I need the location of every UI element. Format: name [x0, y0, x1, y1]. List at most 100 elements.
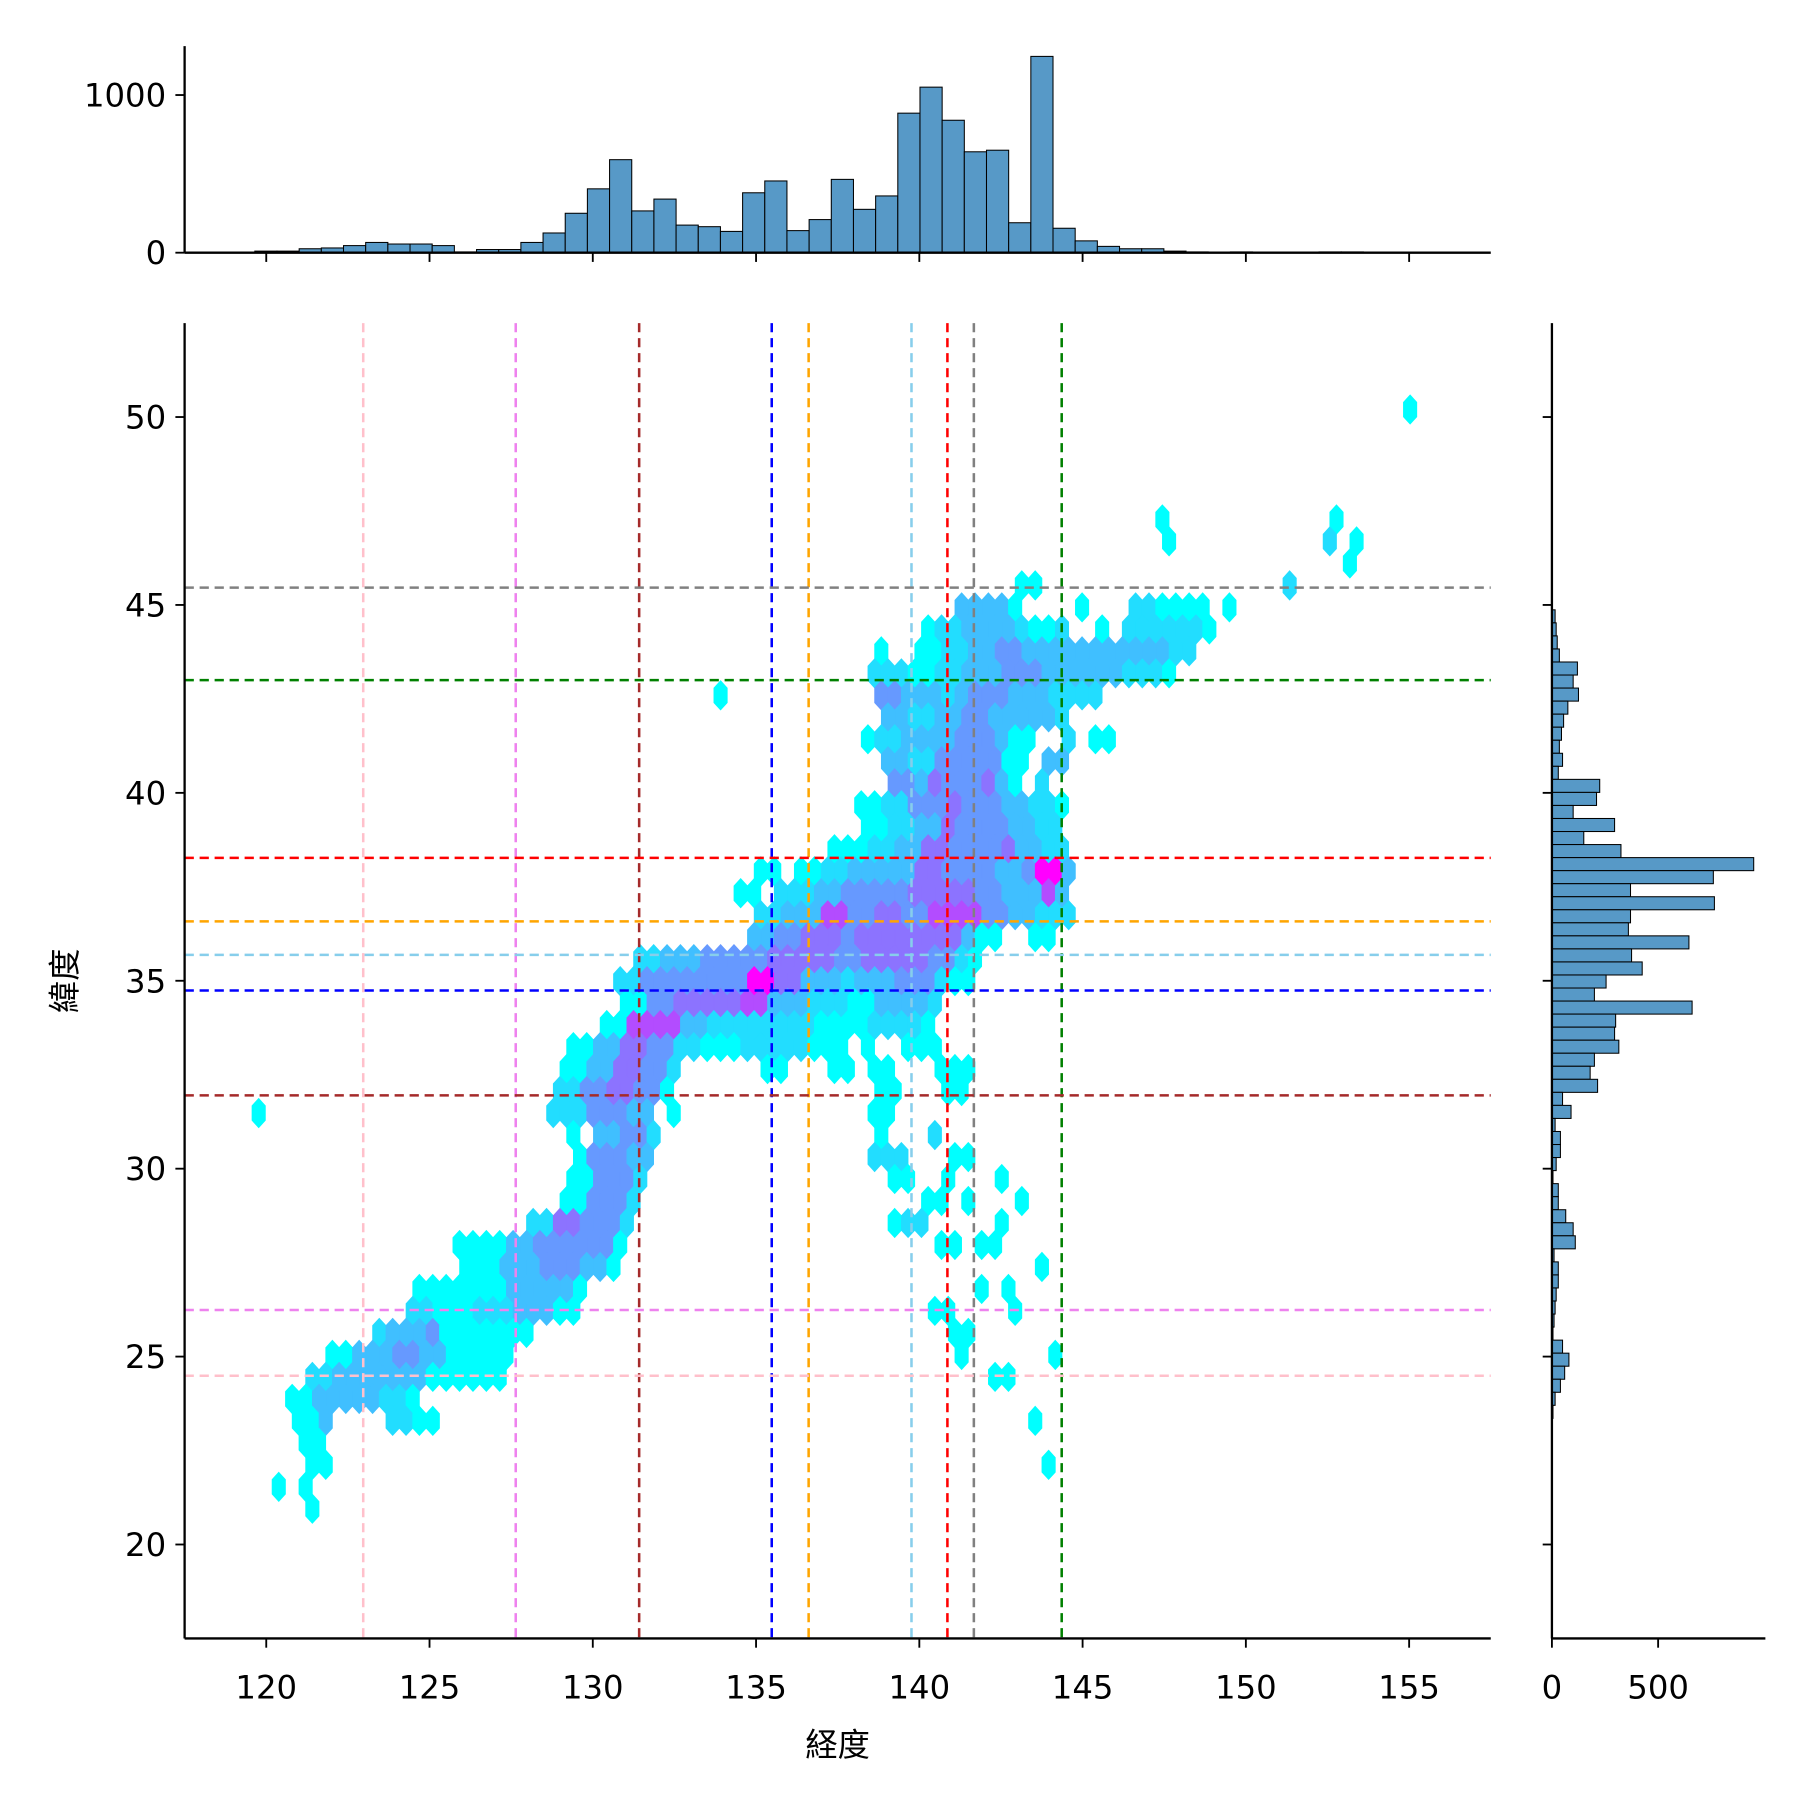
right-x-tick-label: 0	[1542, 1668, 1563, 1706]
hex-cell	[1182, 636, 1197, 667]
right-hist-bar	[1551, 1091, 1564, 1106]
hex-cell	[1162, 526, 1177, 557]
right-x-tick-label: 500	[1627, 1668, 1689, 1706]
hex-cell	[1028, 570, 1043, 601]
hex-cell	[1028, 1405, 1043, 1437]
hex-cell	[606, 1251, 621, 1283]
hex-cell	[887, 1207, 902, 1239]
right-hist-bar	[1551, 909, 1632, 924]
y-tick-label: 40	[125, 774, 166, 812]
top-hist-bar	[697, 226, 721, 254]
hex-cell	[1041, 1449, 1056, 1480]
right-hist-bar	[1551, 896, 1715, 911]
hex-cell	[947, 1229, 962, 1261]
right-hist-bar	[1551, 883, 1632, 898]
top-hist-bar	[897, 112, 921, 254]
hex-cell	[1034, 1251, 1049, 1283]
right-hist-bar	[1551, 687, 1579, 702]
top-hist-bar	[542, 232, 566, 254]
right-histogram	[1551, 609, 1755, 1432]
hex-cell	[927, 1119, 942, 1151]
top-hist-bar	[764, 180, 788, 254]
x-tick-label: 150	[1215, 1668, 1277, 1706]
x-tick-label: 145	[1052, 1668, 1114, 1706]
right-hist-bar	[1551, 857, 1755, 872]
hex-cell	[974, 1229, 989, 1261]
y-tick-label: 20	[125, 1526, 166, 1564]
right-hist-bar	[1551, 922, 1629, 937]
right-hist-bar	[1551, 1222, 1574, 1237]
top-hist-bar	[941, 119, 965, 254]
right-hist-bar	[1551, 831, 1585, 846]
right-hist-bar	[1551, 987, 1595, 1002]
right-hist-bar	[1551, 1352, 1570, 1367]
top-hist-bar	[830, 178, 854, 254]
axes: 120 125 130 135 140 145 150 1552025303540455001…	[84, 46, 1766, 1706]
x-tick-label: 120	[235, 1668, 297, 1706]
top-hist-bar	[919, 86, 943, 254]
hex-cell	[914, 1207, 929, 1239]
right-hist-bar	[1551, 1052, 1595, 1067]
right-hist-bar	[1551, 752, 1564, 767]
hex-cell	[994, 1163, 1009, 1195]
right-hist-bar	[1551, 1235, 1576, 1250]
hex-cell	[954, 1075, 969, 1107]
right-hist-bar	[1551, 778, 1601, 793]
hex-cell	[954, 1339, 969, 1371]
hex-cell	[901, 1207, 916, 1239]
hex-cell	[1342, 548, 1357, 579]
hex-cell	[773, 1053, 788, 1085]
hex-cell	[1014, 1185, 1029, 1217]
right-hist-bar	[1551, 1339, 1564, 1354]
hex-cell	[988, 921, 1003, 953]
right-hist-bar	[1551, 844, 1622, 859]
right-hist-bar	[1551, 1365, 1566, 1380]
top-hist-bar	[963, 151, 988, 254]
x-axis-label: 経度	[805, 1726, 870, 1764]
hex-cell	[251, 1097, 266, 1129]
hex-cell	[840, 1053, 855, 1085]
top-hist-bar	[520, 241, 544, 254]
x-tick-label: 130	[562, 1668, 624, 1706]
right-hist-bar	[1551, 1104, 1572, 1119]
hex-cell	[305, 1493, 320, 1524]
right-hist-bar	[1551, 1130, 1561, 1146]
top-y-tick-label: 1000	[84, 77, 166, 115]
right-hist-bar	[1551, 700, 1569, 715]
hex-cell	[1048, 1339, 1063, 1371]
right-hist-bar	[1551, 1378, 1561, 1393]
y-tick-label: 50	[125, 399, 166, 437]
hex-cell	[713, 680, 728, 711]
hex-cell	[1001, 1361, 1016, 1393]
right-hist-bar	[1551, 817, 1616, 833]
right-hist-bar	[1551, 674, 1574, 689]
y-tick-label: 45	[125, 586, 166, 624]
top-hist-bar	[875, 195, 899, 254]
right-hist-bar	[1551, 935, 1690, 950]
hex-cell	[1202, 614, 1217, 645]
top-hist-bar	[1052, 227, 1076, 254]
top-histogram	[254, 55, 1431, 254]
y-tick-label: 35	[125, 962, 166, 1000]
top-hist-bar	[631, 210, 655, 254]
right-hist-bar	[1551, 974, 1607, 989]
top-hist-bar	[653, 198, 677, 254]
right-hist-bar	[1551, 726, 1563, 741]
y-axis-label: 緯度	[46, 948, 84, 1013]
right-hist-bar	[1551, 804, 1574, 820]
hex-cell	[860, 724, 875, 755]
hex-cell	[1322, 526, 1337, 557]
right-hist-bar	[1551, 1143, 1561, 1159]
hex-cell	[271, 1471, 286, 1503]
top-hist-bar	[675, 224, 699, 254]
right-hist-bar	[1551, 791, 1598, 806]
top-hist-bar	[1074, 240, 1098, 254]
hex-cell	[1222, 592, 1237, 623]
top-y-tick-label: 0	[146, 234, 167, 272]
top-hist-bar	[1030, 55, 1054, 254]
y-tick-label: 30	[125, 1150, 166, 1188]
top-hist-bar	[564, 212, 588, 254]
top-hist-bar	[387, 243, 411, 254]
top-hist-bar	[409, 243, 433, 254]
hex-cell	[519, 1317, 534, 1349]
